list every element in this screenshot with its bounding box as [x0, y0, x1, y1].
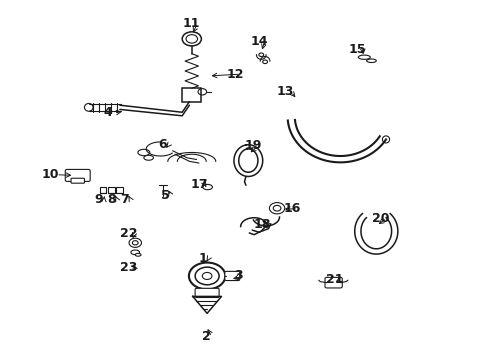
Ellipse shape: [382, 136, 389, 143]
Text: 23: 23: [120, 261, 137, 274]
Bar: [116, 187, 122, 193]
Text: 10: 10: [41, 168, 59, 181]
Ellipse shape: [84, 103, 93, 111]
Text: 19: 19: [244, 139, 261, 152]
Text: 17: 17: [190, 178, 207, 191]
Text: 18: 18: [253, 218, 270, 231]
Ellipse shape: [358, 55, 369, 59]
Text: 20: 20: [371, 212, 389, 225]
Text: 12: 12: [226, 68, 243, 81]
Text: 15: 15: [347, 43, 365, 56]
Text: 11: 11: [183, 17, 200, 30]
FancyBboxPatch shape: [71, 178, 84, 183]
Text: 9: 9: [94, 193, 102, 206]
Ellipse shape: [135, 253, 141, 256]
Ellipse shape: [143, 155, 153, 160]
Text: 1: 1: [198, 252, 207, 265]
Bar: [100, 187, 106, 193]
Text: 3: 3: [234, 270, 243, 283]
Text: 4: 4: [103, 107, 112, 120]
Ellipse shape: [203, 184, 212, 190]
Text: 13: 13: [276, 85, 293, 98]
Text: 8: 8: [107, 193, 115, 206]
Text: 6: 6: [159, 138, 167, 151]
FancyBboxPatch shape: [195, 288, 219, 297]
FancyBboxPatch shape: [65, 170, 90, 181]
Ellipse shape: [138, 149, 149, 156]
Ellipse shape: [366, 59, 376, 63]
Text: 22: 22: [120, 227, 137, 240]
Text: 16: 16: [283, 202, 301, 215]
Bar: [108, 187, 114, 193]
Bar: [182, 88, 201, 102]
Text: 7: 7: [120, 193, 129, 206]
Text: 5: 5: [161, 189, 169, 202]
Text: 2: 2: [202, 330, 210, 343]
FancyBboxPatch shape: [224, 271, 239, 280]
FancyBboxPatch shape: [325, 277, 342, 288]
Ellipse shape: [131, 250, 139, 255]
Text: 14: 14: [250, 35, 267, 48]
Text: 21: 21: [325, 273, 343, 286]
